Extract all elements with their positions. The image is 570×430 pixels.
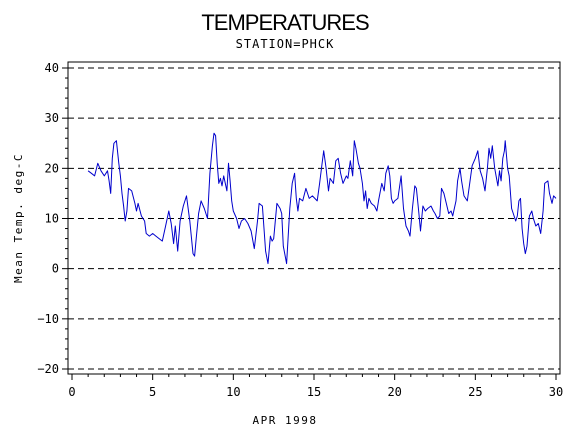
- chart-title: TEMPERATURES: [201, 10, 369, 35]
- y-tick-label: 40: [45, 61, 59, 75]
- series-line: [87, 132, 557, 265]
- y-tick-label: −20: [37, 362, 59, 376]
- y-tick-label: −10: [37, 312, 59, 326]
- x-tick-label: 15: [307, 385, 321, 399]
- x-axis-label: APR 1998: [253, 414, 318, 427]
- x-tick-label: 20: [387, 385, 401, 399]
- y-tick-label: 20: [45, 161, 59, 175]
- y-axis-label: Mean Temp. deg-C: [12, 153, 25, 283]
- y-tick-label: 0: [52, 262, 59, 276]
- gridlines: [68, 67, 560, 370]
- x-tick-label: 25: [468, 385, 482, 399]
- x-tick-label: 5: [149, 385, 156, 399]
- y-axis: −20 −10 0 10 20 30 40: [37, 61, 68, 376]
- x-tick-label: 30: [549, 385, 563, 399]
- x-tick-label: 0: [68, 385, 75, 399]
- chart-subtitle: STATION=PHCK: [236, 37, 335, 51]
- x-tick-label: 10: [226, 385, 240, 399]
- x-axis: 0 5 10 15 20 25 30: [68, 374, 563, 399]
- y-tick-label: 10: [45, 212, 59, 226]
- y-tick-label: 30: [45, 111, 59, 125]
